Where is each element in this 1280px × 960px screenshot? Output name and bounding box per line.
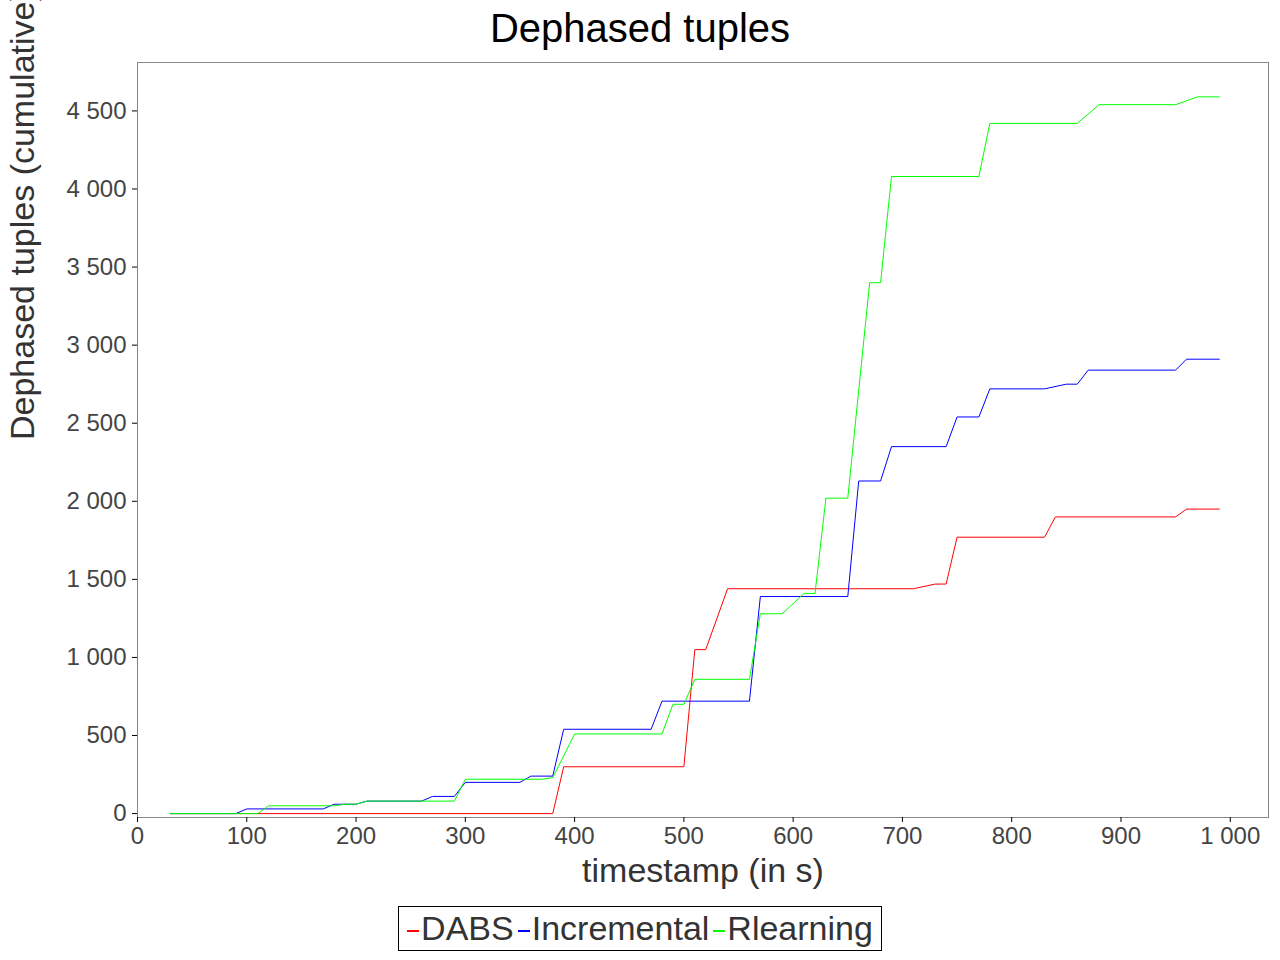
svg-text:1 000: 1 000: [66, 643, 126, 670]
svg-text:4 000: 4 000: [66, 175, 126, 202]
svg-text:500: 500: [86, 721, 126, 748]
svg-text:400: 400: [555, 822, 595, 849]
svg-text:100: 100: [227, 822, 267, 849]
svg-text:4 500: 4 500: [66, 97, 126, 124]
html-text:Incremental: Incremental: [531, 909, 710, 947]
svg-text:timestamp (in s): timestamp (in s): [582, 851, 824, 889]
svg-text:800: 800: [992, 822, 1032, 849]
svg-text:600: 600: [773, 822, 813, 849]
svg-text:700: 700: [882, 822, 922, 849]
svg-text:1 000: 1 000: [1200, 822, 1260, 849]
svg-text:2 000: 2 000: [66, 487, 126, 514]
html-text:Dephased tuples: Dephased tuples: [489, 6, 791, 50]
html-text:Rlearning: Rlearning: [727, 909, 873, 947]
svg-text:500: 500: [664, 822, 704, 849]
svg-text:2 500: 2 500: [66, 409, 126, 436]
html-text:DABS: DABS: [421, 909, 514, 947]
svg-text:200: 200: [336, 822, 376, 849]
svg-text:3 500: 3 500: [66, 253, 126, 280]
svg-text:Dephased tuples (cumulative): Dephased tuples (cumulative): [3, 0, 41, 440]
svg-text:900: 900: [1101, 822, 1141, 849]
svg-text:1 500: 1 500: [66, 565, 126, 592]
svg-text:0: 0: [131, 822, 144, 849]
svg-text:0: 0: [113, 799, 126, 826]
svg-text:3 000: 3 000: [66, 331, 126, 358]
svg-text:300: 300: [445, 822, 485, 849]
